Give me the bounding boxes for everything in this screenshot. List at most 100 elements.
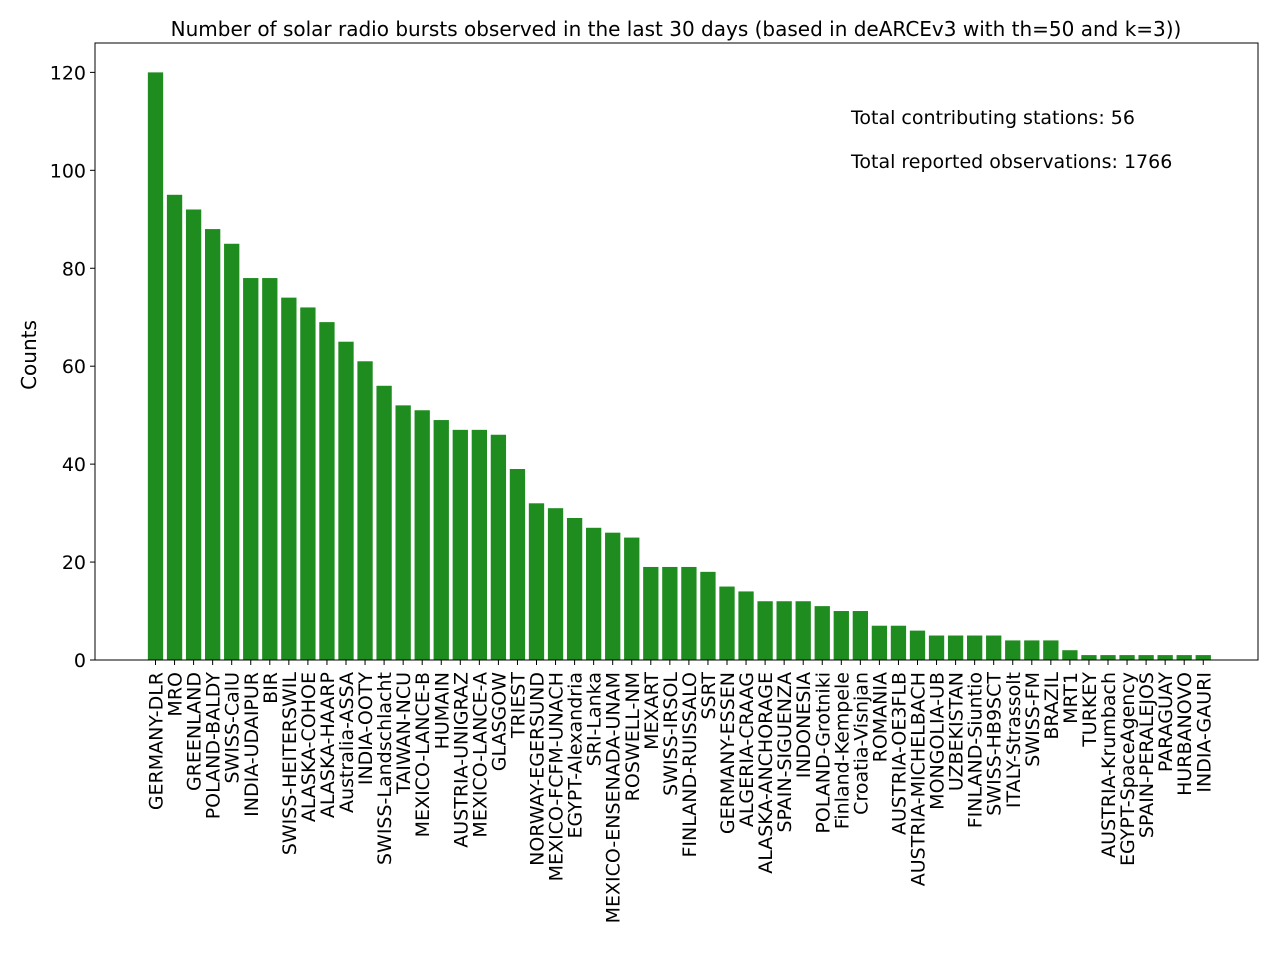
y-tick-label: 20 [62,552,86,574]
bar [1176,655,1192,660]
x-tick-label: ROMANIA [869,672,891,762]
x-tick-label: ALASKA-ANCHORAGE [755,672,777,874]
x-tick-label: AUSTRIA-OE3FLB [888,672,910,835]
bar [338,341,354,660]
x-tick-label: GERMANY-DLR [146,672,168,810]
x-tick-label: BRAZIL [1041,672,1063,740]
bar [605,532,621,660]
x-tick-label: FINLAND-RUISSALO [679,672,701,858]
x-tick-label: ITALY-Strassolt [1003,672,1025,808]
x-tick-label: SWISS-FM [1022,672,1044,767]
x-tick-label: TURKEY [1079,672,1101,748]
bar [1043,640,1059,660]
x-tick-label: SPAIN-SIGUENZA [774,672,796,833]
x-tick-label: ROSWELL-NM [622,672,644,801]
bar [490,434,507,660]
x-tick-label: FINLAND-Siuntio [965,672,987,828]
annotation-total-stations: Total contributing stations: 56 [850,107,1135,129]
bar [719,586,735,660]
bar [205,229,221,660]
x-tick-label: POLAND-BALDY [203,672,225,820]
bar [414,410,430,660]
x-tick-label: ALGERIA-CRAAG [736,672,758,827]
bar [1195,655,1211,660]
bar [700,571,716,660]
bar [624,537,640,660]
y-tick-label: 80 [62,258,86,280]
bar [1005,640,1021,660]
x-tick-label: BIR [260,672,282,704]
bar [300,307,316,660]
x-tick-label: SWISS-HEITERSWIL [279,672,301,856]
x-tick-label: AUSTRIA-UNIGRAZ [450,672,472,848]
bar [681,566,697,660]
bar [814,606,830,660]
x-tick-label: Australia-ASSA [336,672,358,813]
x-tick-label: INDIA-GAURI [1193,672,1215,793]
bar [1100,655,1116,660]
bar [986,635,1002,660]
bar [776,601,792,660]
bar [1119,655,1135,660]
x-tick-label: AUSTRIA-Krumbach [1098,672,1120,858]
bar [833,611,849,660]
annotation-total-observations: Total reported observations: 1766 [850,151,1172,173]
bar [967,635,983,660]
y-axis-title: Counts [17,320,41,390]
bar [1157,655,1173,660]
bar [852,611,868,660]
x-tick-label: POLAND-Grotniki [812,672,834,834]
bar [528,503,545,660]
x-tick-label: GLASGOW [488,672,510,771]
bar [509,469,526,660]
y-tick-label: 120 [50,62,86,84]
x-tick-label: MRO [165,672,187,717]
x-tick-label: HURBANOVO [1174,672,1196,796]
x-tick-label: MEXICO-FCFM-UNACH [546,672,568,881]
bar [395,405,411,660]
x-tick-label: AUSTRIA-MICHELBACH [908,672,930,886]
x-tick-label: HUMAIN [431,672,453,749]
bar [566,517,583,660]
bar [433,420,449,660]
bar [166,194,183,661]
x-tick-label: MEXICO-ENSENADA-UNAM [603,672,625,923]
x-tick-label: MRT1 [1060,672,1082,724]
bar [1062,650,1078,660]
x-tick-label: SWISS-IRSOL [660,672,682,796]
y-tick-label: 100 [50,160,86,182]
x-tick-label: SPAIN-PERALEJOS [1136,672,1158,838]
x-tick-label: TRIEST [507,672,529,739]
chart-title: Number of solar radio bursts observed in… [171,17,1182,41]
x-tick-label: MEXART [641,672,663,750]
x-tick-label: EGYPT-SpaceAgency [1117,672,1139,866]
y-tick-label: 60 [62,356,86,378]
x-tick-label: ALASKA-COHOE [298,672,320,822]
x-axis: GERMANY-DLRMROGREENLANDPOLAND-BALDYSWISS… [146,660,1215,923]
x-tick-label: NORWAY-EGERSUND [527,672,549,866]
x-tick-label: MONGOLIA-UB [927,672,949,810]
x-tick-label: SWISS-CalU [222,672,244,784]
y-axis: 0 20 40 60 80 100 120 [50,62,95,672]
x-tick-label: Finland-Kempele [831,672,853,829]
bar [185,209,202,661]
bar [738,591,754,660]
bar [1138,655,1154,660]
x-tick-label: PARAGUAY [1155,672,1177,772]
bar [471,429,487,660]
bar [357,361,373,660]
x-tick-label: GREENLAND [184,672,206,791]
bar [1024,640,1040,660]
y-tick-label: 40 [62,454,86,476]
x-tick-label: UZBEKISTAN [946,672,968,791]
x-tick-label: INDIA-UDAIPUR [241,672,263,817]
bar [243,278,259,660]
bar [547,508,564,660]
x-tick-label: SSRT [698,672,720,720]
x-tick-label: MEXICO-LANCE-B [412,672,434,837]
bar [643,566,659,660]
x-tick-label: ALASKA-HAARP [317,672,339,818]
bar [376,385,392,660]
bar [662,566,678,660]
bar [262,278,278,660]
